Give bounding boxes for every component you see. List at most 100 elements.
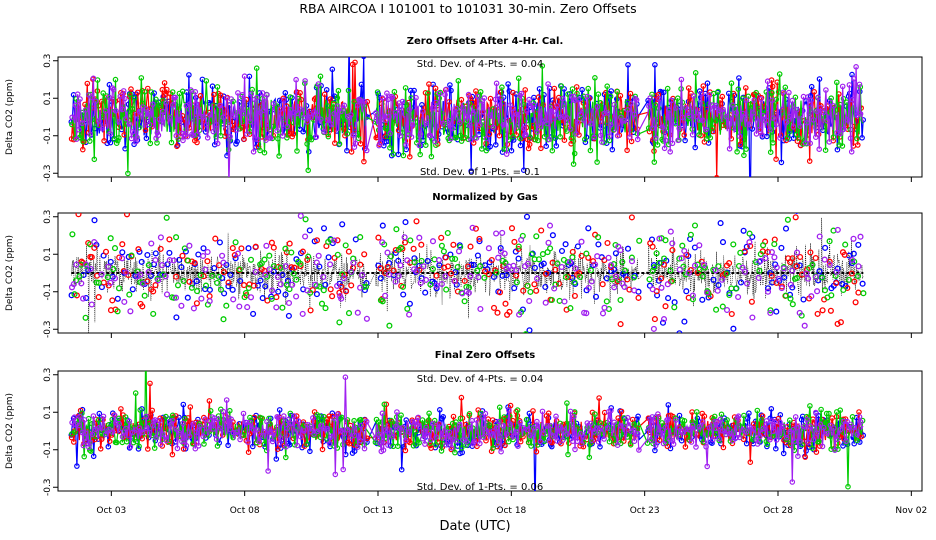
data-point: [507, 421, 513, 427]
data-point: [483, 147, 490, 154]
data-point: [689, 422, 696, 429]
data-point: [565, 273, 572, 281]
data-point: [540, 260, 547, 267]
data-point: [568, 93, 575, 100]
data-point: [809, 445, 816, 451]
data-point: [395, 257, 402, 264]
data-point: [423, 120, 429, 127]
data-point: [562, 274, 570, 281]
data-point: [513, 272, 520, 279]
data-point: [624, 107, 631, 113]
data-point: [804, 120, 810, 126]
data-point: [184, 133, 191, 140]
data-point: [778, 285, 785, 292]
data-point: [321, 129, 327, 135]
data-point: [183, 442, 190, 449]
data-point: [151, 418, 157, 424]
data-point: [113, 108, 119, 114]
data-point: [328, 434, 334, 441]
panel-1-x-axis: [110, 177, 912, 182]
data-point: [234, 250, 241, 257]
data-point: [141, 292, 148, 299]
data-point: [730, 102, 736, 109]
data-point: [653, 250, 660, 257]
data-point: [413, 418, 419, 425]
data-point: [88, 254, 95, 261]
data-point: [450, 241, 457, 248]
data-point: [719, 303, 726, 310]
data-point: [672, 105, 679, 111]
data-point: [180, 137, 186, 144]
data-point: [80, 146, 86, 153]
data-point: [394, 443, 401, 450]
data-point: [422, 441, 428, 447]
data-point: [477, 305, 484, 313]
data-point: [294, 442, 301, 449]
data-point: [551, 135, 558, 141]
data-point: [129, 106, 136, 112]
data-point: [592, 75, 598, 81]
data-point: [503, 431, 510, 437]
data-point: [650, 325, 657, 332]
data-point: [834, 129, 840, 136]
data-point: [568, 135, 575, 142]
y-tick-label: -0.1: [43, 441, 53, 459]
data-point: [631, 287, 638, 294]
data-point: [151, 445, 158, 451]
data-point: [267, 429, 274, 436]
data-point: [427, 440, 434, 446]
data-point: [105, 443, 112, 450]
data-point: [771, 254, 778, 261]
data-point: [259, 295, 266, 302]
data-point: [609, 276, 616, 283]
data-point: [179, 88, 186, 95]
data-point: [487, 112, 493, 118]
data-point: [573, 84, 580, 90]
data-point: [801, 322, 808, 329]
data-point: [592, 411, 598, 417]
data-point: [166, 115, 173, 121]
data-point: [743, 97, 750, 104]
data-point: [213, 436, 220, 443]
data-point: [743, 440, 750, 447]
data-point: [242, 289, 249, 297]
data-point: [392, 278, 399, 285]
data-point: [832, 447, 838, 454]
data-point: [387, 253, 395, 260]
data-point: [547, 104, 554, 111]
data-point: [758, 96, 764, 102]
data-point: [259, 90, 266, 96]
data-point: [209, 83, 216, 90]
data-point: [170, 417, 176, 424]
data-point: [122, 269, 129, 276]
data-point: [87, 131, 93, 138]
data-point: [392, 246, 399, 254]
data-point: [486, 422, 493, 429]
data-point: [530, 100, 537, 106]
data-point: [789, 255, 796, 262]
data-point: [81, 417, 88, 423]
data-point: [558, 263, 565, 271]
data-point: [91, 244, 98, 251]
data-point: [297, 260, 304, 267]
data-point: [660, 440, 667, 447]
data-point: [604, 425, 611, 431]
data-point: [843, 438, 849, 445]
data-point: [704, 80, 711, 87]
data-point: [807, 423, 814, 430]
data-point: [510, 262, 517, 269]
data-point: [857, 426, 864, 433]
data-point: [651, 316, 658, 323]
data-point: [304, 287, 311, 294]
data-point: [230, 296, 237, 303]
data-point: [678, 437, 685, 444]
data-point: [246, 131, 253, 138]
data-point: [723, 270, 730, 277]
data-point: [699, 419, 706, 425]
data-point: [297, 433, 304, 440]
data-point: [794, 249, 801, 256]
data-point: [662, 303, 669, 310]
data-point: [288, 249, 295, 256]
data-point: [631, 438, 638, 445]
data-point: [493, 80, 500, 87]
